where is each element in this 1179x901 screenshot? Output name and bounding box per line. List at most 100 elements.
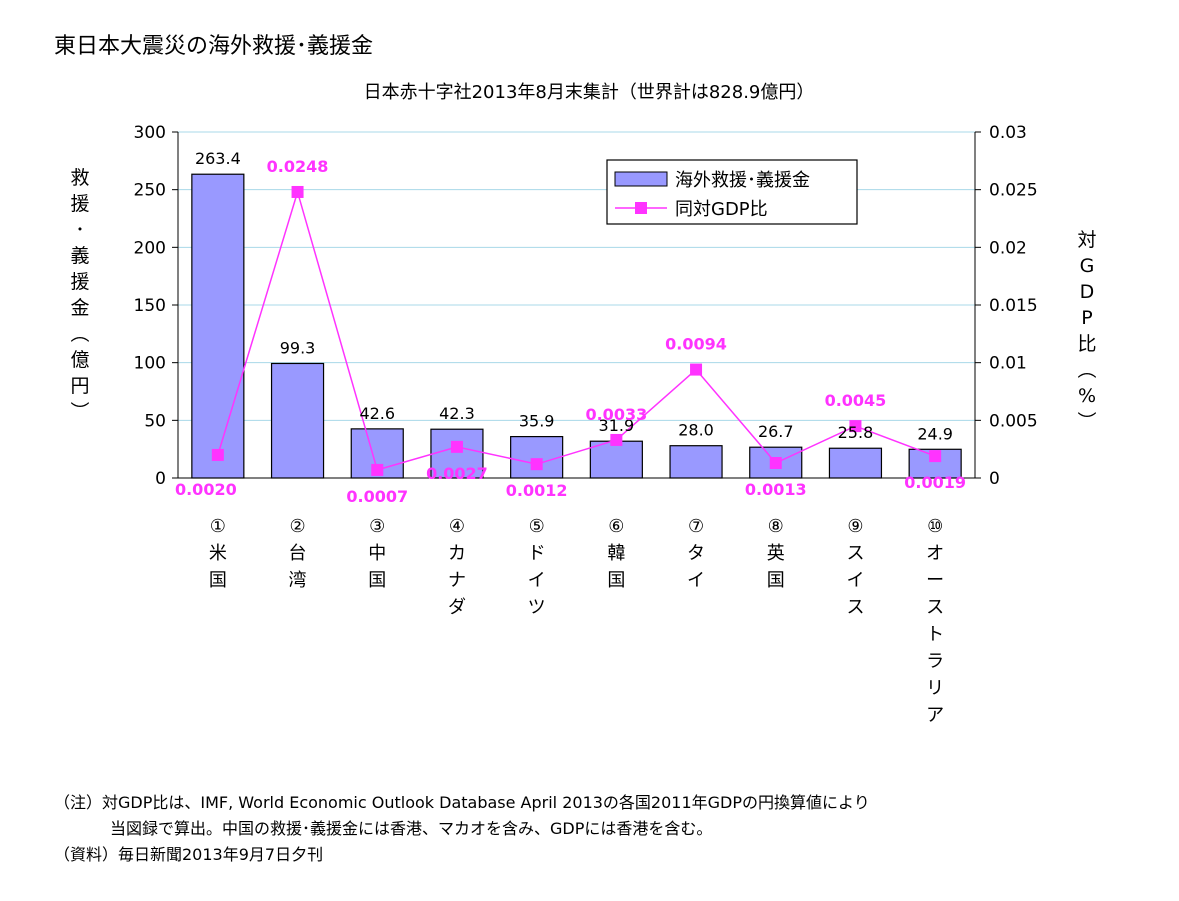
gdp-ratio-value-label: 0.0020 <box>175 480 237 499</box>
x-category-label: ト <box>926 624 944 645</box>
bar <box>191 173 245 479</box>
bar <box>510 435 564 479</box>
y-right-tick-label: 0 <box>989 469 1000 489</box>
gdp-ratio-value-label: 0.0019 <box>904 473 966 492</box>
bar-value-label: 263.4 <box>195 149 241 168</box>
x-category-label: ③ <box>369 516 385 537</box>
x-category-label: ② <box>289 516 305 537</box>
y-right-axis-title-char: ︵ <box>1077 359 1096 381</box>
gdp-ratio-point <box>690 363 703 376</box>
gdp-ratio-value-label: 0.0094 <box>665 335 727 354</box>
x-category-label: ⑧ <box>768 516 784 537</box>
gdp-ratio-point <box>849 420 862 433</box>
gdp-ratio-point <box>211 448 224 461</box>
y-right-axis-title-char: % <box>1078 385 1096 407</box>
legend-line-marker <box>635 202 647 214</box>
gdp-ratio-value-label: 0.0007 <box>346 487 408 506</box>
x-category-label: イ <box>687 570 705 591</box>
y-right-axis-title-char: D <box>1080 281 1095 303</box>
legend-bar-swatch <box>614 171 668 187</box>
legend-line-label: 同対GDP比 <box>675 199 768 220</box>
bar <box>270 362 325 479</box>
x-category-label: ⑥ <box>608 516 624 537</box>
x-category-label: ⑤ <box>529 516 545 537</box>
bar-value-label: 25.8 <box>838 423 874 442</box>
x-category-label: オ <box>926 543 944 564</box>
y-right-tick-label: 0.02 <box>989 238 1027 258</box>
y-right-tick-label: 0.015 <box>989 296 1038 316</box>
x-category-label: 台 <box>289 543 307 564</box>
x-category-label: ⑦ <box>688 516 704 537</box>
y-left-axis-title-char: 義 <box>70 245 89 267</box>
y-right-axis-title-char: 対 <box>1077 229 1096 251</box>
y-right-tick-label: 0.01 <box>989 354 1027 374</box>
gdp-ratio-line <box>217 189 936 471</box>
x-category-label: 湾 <box>289 570 307 591</box>
y-right-tick-label: 0.025 <box>989 181 1038 201</box>
bar <box>828 447 883 479</box>
y-right-axis-title-char: 比 <box>1077 333 1096 355</box>
x-category-label: ラ <box>926 651 944 672</box>
source-line: （資料）毎日新聞2013年9月7日夕刊 <box>54 845 324 864</box>
legend-bar-label: 海外救援･義援金 <box>675 170 810 191</box>
y-right-tick-label: 0.03 <box>989 123 1027 143</box>
y-left-axis-title-char: 援 <box>70 271 89 293</box>
y-left-axis-title-char: 億 <box>70 349 89 371</box>
x-category-label: ド <box>528 543 546 564</box>
chart-title: 日本赤十字社2013年8月末集計（世界計は828.9億円） <box>364 82 815 103</box>
gdp-ratio-point <box>929 450 942 463</box>
y-left-tick-label: 0 <box>155 469 166 489</box>
y-right-tick-label: 0.005 <box>989 411 1038 431</box>
y-left-axis-title-char: 援 <box>70 193 89 215</box>
chart: 日本赤十字社2013年8月末集計（世界計は828.9億円） 0 50 100 150 2… <box>70 82 1096 726</box>
x-category-label: 国 <box>607 570 625 591</box>
x-category-label: イ <box>846 570 864 591</box>
gdp-ratio-point <box>769 457 782 470</box>
gdp-ratio-point <box>530 458 543 471</box>
y-left-axis-title-char: 救 <box>70 167 89 189</box>
x-category-label: ④ <box>449 516 465 537</box>
gdp-ratio-value-label: 0.0027 <box>426 464 488 483</box>
x-category-label: ナ <box>448 570 466 591</box>
gdp-ratio-point <box>610 433 623 446</box>
x-category-label: ア <box>926 705 944 726</box>
bar-value-label: 42.3 <box>439 404 475 423</box>
gdp-ratio-value-label: 0.0045 <box>825 391 887 410</box>
x-category-label: 米 <box>209 543 227 564</box>
bar-value-label: 28.0 <box>678 421 714 440</box>
notes: （注）対GDP比は、IMF, World Economic Outlook Da… <box>54 790 870 868</box>
x-category-label: 国 <box>368 570 386 591</box>
gdp-ratio-value-label: 0.0248 <box>267 157 329 176</box>
y-right-axis-title-char: ︶ <box>1077 411 1096 433</box>
gdp-ratio-value-label: 0.0012 <box>506 481 568 500</box>
y-left-axis-title-char: ︵ <box>70 323 89 345</box>
x-category-label: 国 <box>209 570 227 591</box>
x-category-label: ス <box>846 597 864 618</box>
y-left-axis-title-char: ︶ <box>70 401 89 423</box>
x-category-label: 中 <box>368 543 386 564</box>
bar <box>669 445 723 479</box>
y-left-axis-title-char: 金 <box>70 297 89 319</box>
gdp-ratio-value-label: 0.0013 <box>745 480 807 499</box>
bar-value-label: 42.6 <box>359 404 395 423</box>
note-line-1: （注）対GDP比は、IMF, World Economic Outlook Da… <box>54 793 870 812</box>
y-left-axis-title-char: ･ <box>75 219 85 241</box>
x-category-label: ー <box>926 570 944 591</box>
y-left-tick-label: 50 <box>144 411 166 431</box>
x-category-label: ツ <box>528 597 546 618</box>
x-category-label: ス <box>846 543 864 564</box>
y-right-axis-title-char: P <box>1081 307 1092 329</box>
bar-value-label: 35.9 <box>519 412 555 431</box>
x-category-label: ⑩ <box>927 516 943 537</box>
bar-value-label: 26.7 <box>758 422 794 441</box>
gdp-ratio-value-label: 0.0033 <box>585 405 647 424</box>
gdp-ratio-point <box>371 463 384 476</box>
x-category-label: 英 <box>767 543 785 564</box>
page-title: 東日本大震災の海外救援･義援金 <box>54 34 374 59</box>
y-left-tick-label: 150 <box>134 296 166 316</box>
note-line-2: 当図録で算出。中国の救援･義援金には香港、マカオを含み、GDPには香港を含む。 <box>110 819 713 838</box>
y-right-axis-title-char: G <box>1080 255 1095 277</box>
x-category-label: ダ <box>448 597 466 618</box>
y-left-axis-title-char: 円 <box>70 375 89 397</box>
y-left-tick-label: 300 <box>134 123 166 143</box>
